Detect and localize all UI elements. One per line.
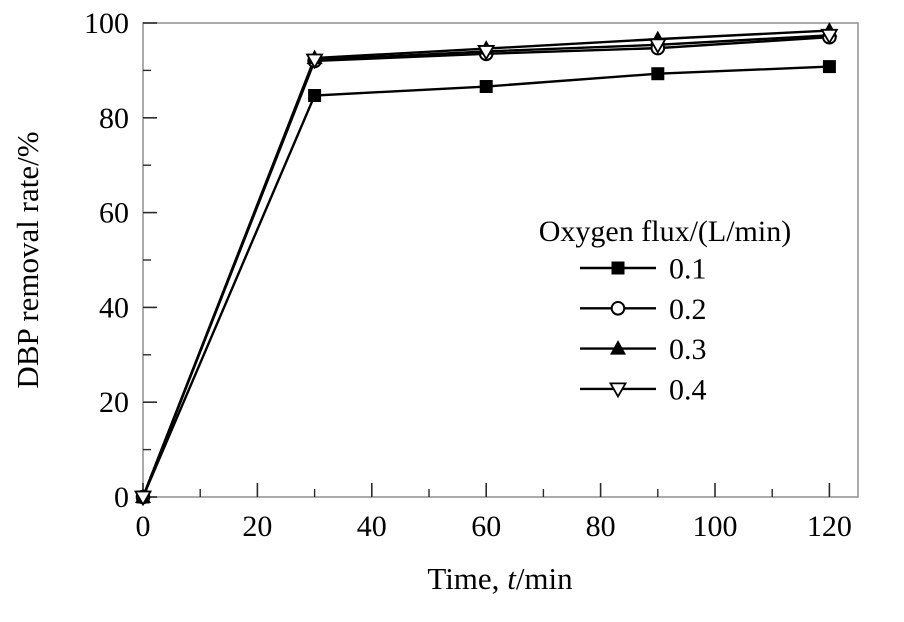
legend-marker-0.1-square-filled-icon (611, 261, 625, 275)
x-axis-title-suffix: /min (516, 561, 573, 596)
y-tick-label: 80 (99, 102, 129, 135)
series-line-0.1 (141, 65, 830, 498)
x-axis-title-prefix: Time, (427, 561, 507, 596)
marker-series-0.4-x30-triangle-down-open-icon (305, 53, 324, 70)
x-axis-title-variable: t (507, 561, 517, 596)
legend-entry-0.2: 0.2 (580, 293, 707, 326)
marker-series-0.4-x90-triangle-down-open-icon (648, 38, 667, 55)
marker-series-0.1-x120-square-filled-icon (822, 60, 836, 74)
x-tick-label: 40 (357, 510, 387, 543)
legend-marker-0.2-circle-open-icon (610, 301, 626, 316)
y-tick-label: 40 (99, 291, 129, 324)
x-tick-label: 100 (693, 510, 738, 543)
x-tick-label: 80 (586, 510, 616, 543)
x-tick-label: 60 (471, 510, 501, 543)
x-tick-label: 120 (807, 510, 852, 543)
y-tick-label: 20 (99, 386, 129, 419)
legend-title: Oxygen flux/(L/min) (539, 215, 791, 248)
series-line-0.4 (141, 34, 830, 498)
legend-entry-0.1: 0.1 (580, 253, 707, 286)
x-tick-label: 20 (242, 510, 272, 543)
y-axis-title: DBP removal rate/% (10, 131, 45, 388)
legend: 0.1 0.2 0.3 0.4 (580, 253, 707, 406)
marker-series-0.1-x60-square-filled-icon (479, 80, 493, 94)
plot-frame (142, 22, 859, 498)
y-tick-label: 100 (84, 7, 129, 40)
marker-series-0.1-x30-square-filled-icon (308, 89, 322, 103)
series-line-0.3 (141, 29, 830, 498)
legend-label-0.4: 0.4 (669, 373, 707, 406)
legend-label-0.2: 0.2 (669, 293, 707, 326)
x-axis-title: Time, t/min (427, 561, 573, 596)
marker-series-0.4-x60-triangle-down-open-icon (477, 45, 496, 61)
legend-label-0.3: 0.3 (669, 333, 707, 366)
marker-series-0.1-x90-square-filled-icon (651, 67, 665, 81)
y-tick-label: 0 (114, 481, 129, 514)
marker-series-0.4-x120-triangle-down-open-icon (820, 28, 839, 45)
legend-marker-0.3-triangle-up-filled-icon (610, 340, 626, 355)
plot-area: 0 20 40 60 80 100 120 0 20 40 60 80 100 (84, 7, 859, 543)
marker-series-0.4-x0-triangle-down-open-icon (133, 490, 153, 507)
series-line-0.2 (141, 36, 830, 498)
legend-entry-0.3: 0.3 (580, 333, 707, 366)
x-tick-label: 0 (136, 510, 151, 543)
legend-entry-0.4: 0.4 (580, 373, 707, 406)
legend-marker-0.4-triangle-down-open-icon (608, 382, 628, 399)
legend-label-0.1: 0.1 (669, 253, 707, 286)
y-tick-label: 60 (99, 197, 129, 230)
